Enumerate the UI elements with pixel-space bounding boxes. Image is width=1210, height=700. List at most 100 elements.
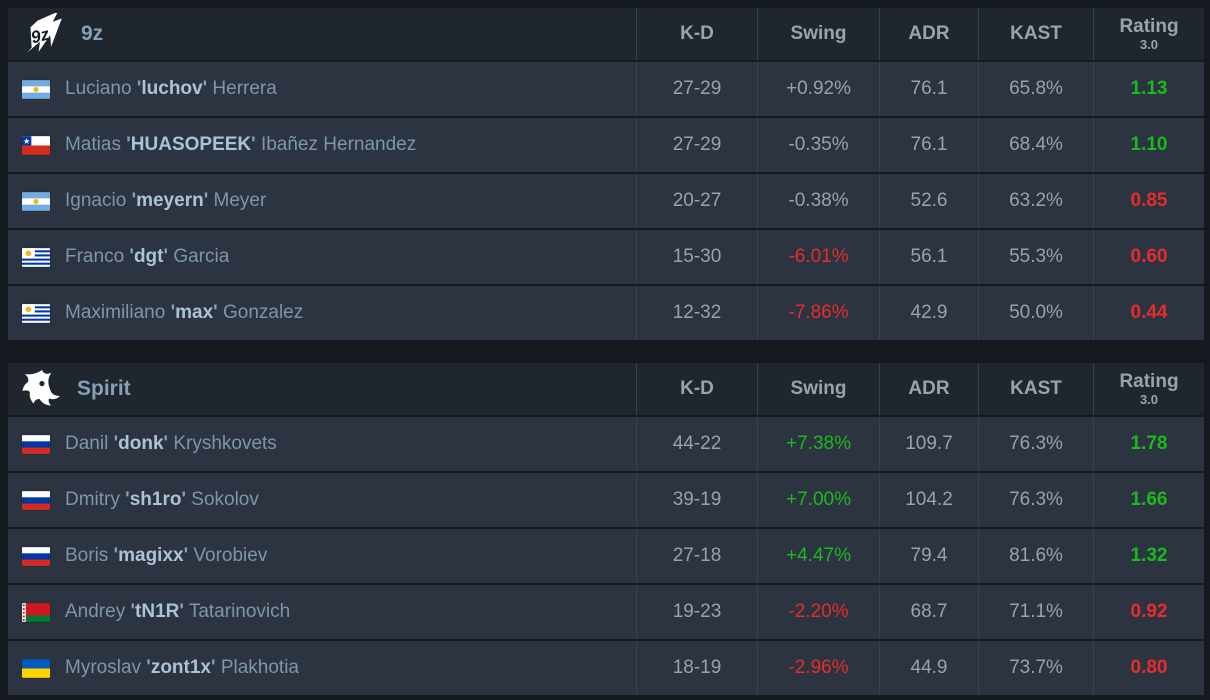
player-last-name: Kryshkovets [173, 433, 277, 454]
col-header-swing: Swing [757, 8, 879, 60]
player-nickname: max [171, 302, 218, 323]
player-link[interactable]: Andrey tN1R Tatarinovich [65, 601, 290, 623]
player-last-name: Sokolov [191, 489, 259, 510]
team-table-9z: 9z K-D Swing ADR KAST Rating 3.0 Luciano… [8, 8, 1204, 340]
player-link[interactable]: Luciano luchov Herrera [65, 78, 277, 100]
player-nickname: magixx [114, 545, 189, 566]
flag-argentina-icon [22, 79, 50, 99]
player-link[interactable]: Myroslav zont1x Plakhotia [65, 657, 299, 679]
rating-cell: 0.44 [1093, 286, 1204, 340]
adr-cell: 56.1 [879, 230, 978, 284]
player-cell: Ignacio meyern Meyer [8, 174, 636, 228]
col-header-kd: K-D [636, 363, 757, 415]
player-link[interactable]: Maximiliano max Gonzalez [65, 302, 303, 324]
player-row: Luciano luchov Herrera 27-29 +0.92% 76.1… [8, 60, 1204, 116]
team-name-link[interactable]: 9z [81, 22, 104, 45]
team-header-row-spirit: Spirit K-D Swing ADR KAST Rating 3.0 [8, 363, 1204, 415]
player-cell: Boris magixx Vorobiev [8, 529, 636, 583]
team-logo-spirit-icon [22, 370, 60, 406]
player-first-name: Maximiliano [65, 302, 166, 323]
player-link[interactable]: Boris magixx Vorobiev [65, 545, 267, 567]
player-nickname: HUASOPEEK [126, 134, 255, 155]
player-row: Andrey tN1R Tatarinovich 19-23 -2.20% 68… [8, 583, 1204, 639]
swing-cell: +7.00% [757, 473, 879, 527]
adr-cell: 79.4 [879, 529, 978, 583]
team-name-link[interactable]: Spirit [77, 377, 131, 400]
flag-russia-icon [22, 434, 50, 454]
team-logo-9z-icon [20, 13, 66, 55]
adr-cell: 104.2 [879, 473, 978, 527]
swing-cell: +4.47% [757, 529, 879, 583]
team-header-cell: 9z [8, 8, 636, 60]
player-row: Dmitry sh1ro Sokolov 39-19 +7.00% 104.2 … [8, 471, 1204, 527]
flag-chile-icon [22, 135, 50, 155]
player-link[interactable]: Ignacio meyern Meyer [65, 190, 266, 212]
rating-cell: 0.60 [1093, 230, 1204, 284]
player-first-name: Franco [65, 246, 125, 267]
rating-cell: 1.78 [1093, 417, 1204, 471]
swing-cell: -7.86% [757, 286, 879, 340]
player-nickname: donk [114, 433, 168, 454]
kast-cell: 73.7% [978, 641, 1093, 695]
kast-cell: 76.3% [978, 417, 1093, 471]
player-nickname: tN1R [130, 601, 183, 622]
player-first-name: Andrey [65, 601, 126, 622]
swing-cell: -0.38% [757, 174, 879, 228]
flag-belarus-icon [22, 602, 50, 622]
player-link[interactable]: Danil donk Kryshkovets [65, 433, 277, 455]
adr-cell: 76.1 [879, 118, 978, 172]
swing-cell: -6.01% [757, 230, 879, 284]
swing-cell: -2.96% [757, 641, 879, 695]
player-link[interactable]: Matias HUASOPEEK Ibañez Hernandez [65, 134, 416, 156]
rating-cell: 1.10 [1093, 118, 1204, 172]
team-header-cell: Spirit [8, 363, 636, 415]
rating-cell: 1.32 [1093, 529, 1204, 583]
kast-cell: 50.0% [978, 286, 1093, 340]
rating-cell: 1.66 [1093, 473, 1204, 527]
flag-argentina-icon [22, 191, 50, 211]
player-last-name: Herrera [212, 78, 277, 99]
adr-cell: 76.1 [879, 62, 978, 116]
player-cell: Danil donk Kryshkovets [8, 417, 636, 471]
player-row: Danil donk Kryshkovets 44-22 +7.38% 109.… [8, 415, 1204, 471]
swing-cell: -2.20% [757, 585, 879, 639]
kd-cell: 12-32 [636, 286, 757, 340]
kd-cell: 44-22 [636, 417, 757, 471]
player-cell: Myroslav zont1x Plakhotia [8, 641, 636, 695]
player-last-name: Plakhotia [220, 657, 299, 678]
kd-cell: 20-27 [636, 174, 757, 228]
player-nickname: luchov [137, 78, 207, 99]
kd-cell: 27-29 [636, 118, 757, 172]
col-header-rating: Rating 3.0 [1093, 363, 1204, 415]
player-last-name: Tatarinovich [188, 601, 291, 622]
player-first-name: Luciano [65, 78, 132, 99]
kast-cell: 68.4% [978, 118, 1093, 172]
rating-label: Rating [1119, 15, 1179, 37]
swing-cell: +0.92% [757, 62, 879, 116]
kast-cell: 76.3% [978, 473, 1093, 527]
kast-cell: 71.1% [978, 585, 1093, 639]
player-cell: Maximiliano max Gonzalez [8, 286, 636, 340]
player-nickname: dgt [129, 246, 168, 267]
player-last-name: Ibañez Hernandez [260, 134, 417, 155]
player-cell: Franco dgt Garcia [8, 230, 636, 284]
player-nickname: sh1ro [125, 489, 186, 510]
kd-cell: 27-18 [636, 529, 757, 583]
rating-cell: 0.85 [1093, 174, 1204, 228]
player-link[interactable]: Franco dgt Garcia [65, 246, 229, 268]
player-cell: Luciano luchov Herrera [8, 62, 636, 116]
flag-uruguay-icon [22, 247, 50, 267]
player-row: Boris magixx Vorobiev 27-18 +4.47% 79.4 … [8, 527, 1204, 583]
col-header-adr: ADR [879, 363, 978, 415]
player-first-name: Dmitry [65, 489, 120, 510]
kd-cell: 27-29 [636, 62, 757, 116]
kd-cell: 15-30 [636, 230, 757, 284]
kd-cell: 39-19 [636, 473, 757, 527]
adr-cell: 68.7 [879, 585, 978, 639]
col-header-kast: KAST [978, 8, 1093, 60]
player-nickname: meyern [132, 190, 209, 211]
player-link[interactable]: Dmitry sh1ro Sokolov [65, 489, 259, 511]
player-row: Matias HUASOPEEK Ibañez Hernandez 27-29 … [8, 116, 1204, 172]
player-last-name: Vorobiev [193, 545, 268, 566]
